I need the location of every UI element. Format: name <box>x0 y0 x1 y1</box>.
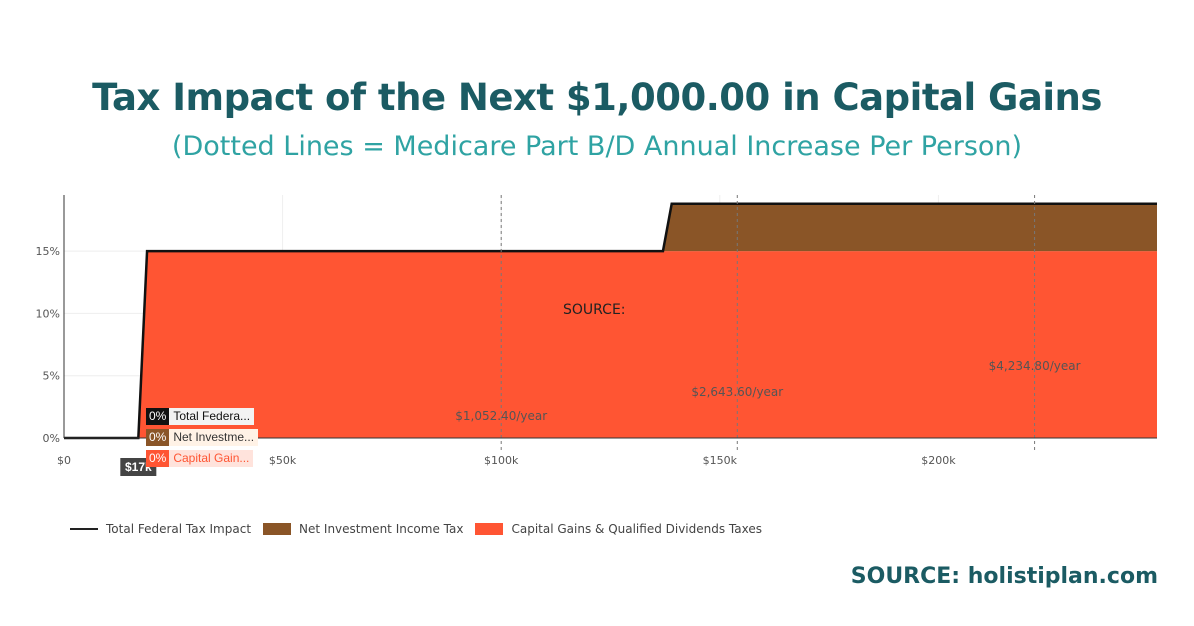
x-tick-label-4: $200k <box>921 454 956 467</box>
tooltip-label: Net Investme... <box>169 429 259 446</box>
y-tick-label-2: 10% <box>36 307 60 320</box>
legend-swatch <box>70 528 98 530</box>
y-tick-label-0: 0% <box>43 432 60 445</box>
tooltip-value: 0% <box>146 450 170 467</box>
source-credit: SOURCE: holistiplan.com <box>850 564 1158 589</box>
tooltip-value: 0% <box>146 429 170 446</box>
tooltip-2: 0% Capital Gain... <box>146 450 254 467</box>
legend-label: Net Investment Income Tax <box>299 522 464 536</box>
chart-legend[interactable]: Total Federal Tax Impact Net Investment I… <box>70 522 762 536</box>
y-tick-label-3: 15% <box>36 245 60 258</box>
tooltip-label: Capital Gain... <box>169 450 254 467</box>
x-tick-label-1: $50k <box>269 454 297 467</box>
legend-item-2[interactable]: Capital Gains & Qualified Dividends Taxe… <box>475 522 762 536</box>
medicare-label-2: $4,234.80/year <box>989 359 1081 373</box>
tooltip-label: Total Federa... <box>169 408 255 425</box>
hover-x-label: $17k <box>125 460 152 474</box>
medicare-label-1: $2,643.60/year <box>691 385 783 399</box>
tooltip-1: 0% Net Investme... <box>146 429 259 446</box>
series-capital-gains-area <box>64 251 1157 438</box>
x-tick-label-2: $100k <box>484 454 519 467</box>
legend-swatch <box>475 523 504 535</box>
x-tick-label-0: $0 <box>57 454 71 467</box>
legend-item-1[interactable]: Net Investment Income Tax <box>263 522 463 536</box>
source-label-overlay: SOURCE: <box>563 302 626 318</box>
x-tick-label-3: $150k <box>703 454 738 467</box>
legend-label: Capital Gains & Qualified Dividends Taxe… <box>511 522 762 536</box>
legend-label: Total Federal Tax Impact <box>106 522 252 536</box>
medicare-label-0: $1,052.40/year <box>455 409 547 423</box>
chart-subtitle: (Dotted Lines = Medicare Part B/D Annual… <box>171 131 1023 162</box>
y-tick-label-1: 5% <box>43 370 60 383</box>
chart-title: Tax Impact of the Next $1,000.00 in Capi… <box>92 76 1102 119</box>
legend-item-0[interactable]: Total Federal Tax Impact <box>70 522 251 536</box>
tooltip-0: 0% Total Federa... <box>146 408 255 425</box>
tooltip-value: 0% <box>146 408 170 425</box>
series-nii-area <box>662 203 1157 252</box>
legend-swatch <box>263 523 292 535</box>
